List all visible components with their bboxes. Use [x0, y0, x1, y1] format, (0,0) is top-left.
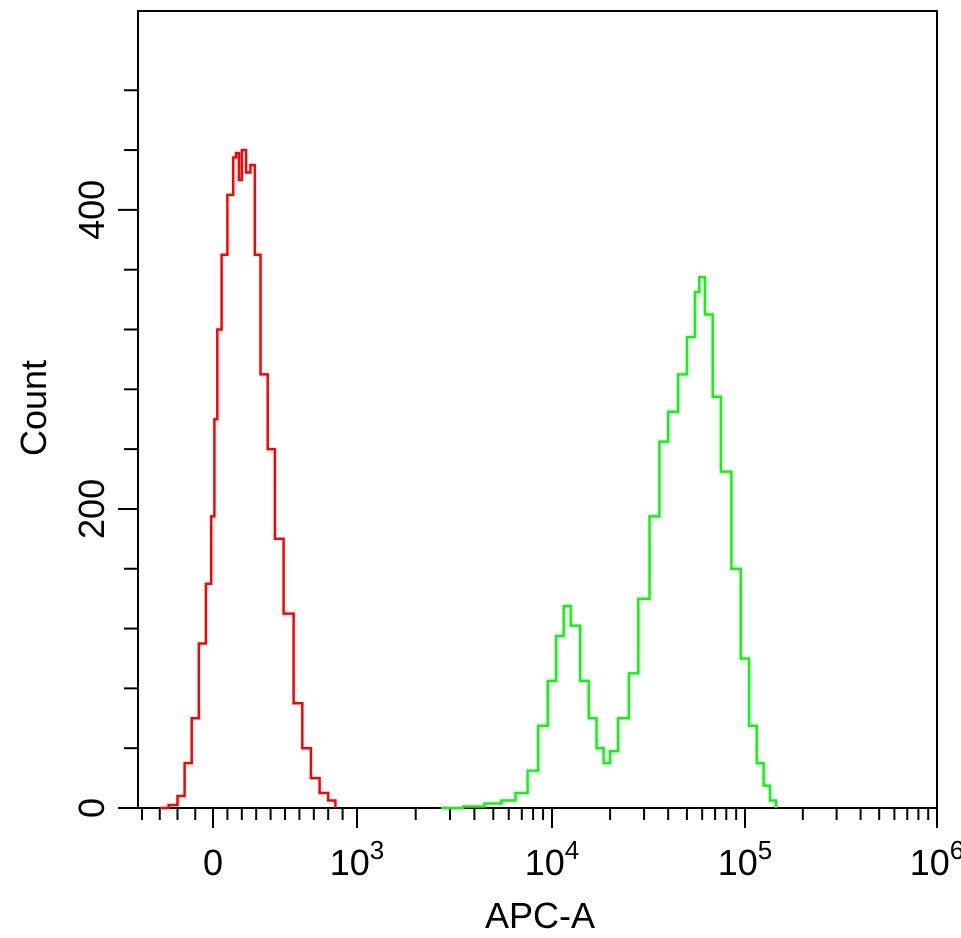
plot-frame: [137, 10, 938, 809]
x-axis-title: APC-A: [485, 895, 595, 936]
y-tick-label: 0: [71, 798, 112, 818]
x-tick-label: 105: [718, 835, 773, 883]
x-tick-label: 104: [525, 835, 580, 883]
y-axis-title: Count: [13, 360, 54, 456]
series-layer: [159, 148, 778, 810]
y-axis: 0 200 400: [71, 89, 138, 818]
x-tick-label: 0: [203, 842, 223, 883]
y-tick-label: 200: [71, 479, 112, 539]
y-tick-label: 400: [71, 180, 112, 240]
x-axis: 0 103 104 105 106: [141, 808, 961, 883]
x-tick-label: 106: [910, 835, 961, 883]
series-line-1: [159, 148, 337, 810]
x-tick-label: 103: [330, 835, 385, 883]
series-line-2: [441, 275, 778, 810]
